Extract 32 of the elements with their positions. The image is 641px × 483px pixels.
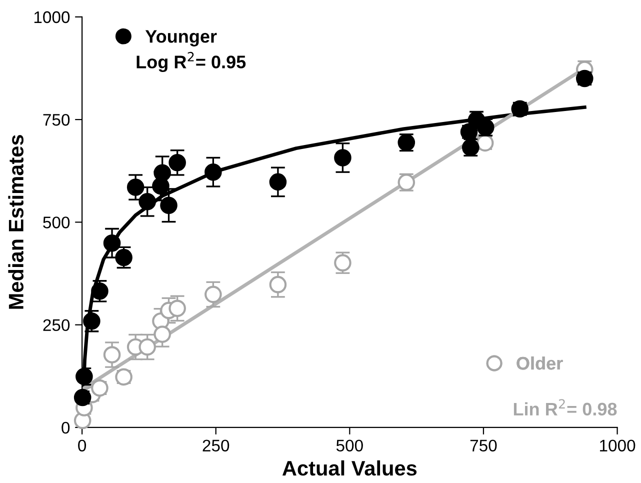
- y-tick-label: 500: [43, 216, 70, 228]
- point: [334, 149, 352, 166]
- y-tick-label: 0: [62, 422, 70, 434]
- point: [74, 388, 92, 406]
- point: [204, 163, 222, 181]
- y-axis-title: Median Estimates: [8, 135, 24, 309]
- legend-label: Younger: [145, 30, 217, 46]
- point: [138, 338, 156, 356]
- x-tick-label: 500: [336, 440, 363, 452]
- point: [76, 368, 93, 386]
- x-tick-label: 250: [202, 440, 230, 452]
- y-tick-label: 750: [43, 114, 70, 126]
- point: [160, 196, 178, 214]
- x-tick-label: 1000: [600, 440, 636, 452]
- y-tick-label: 250: [43, 319, 70, 332]
- point: [138, 193, 156, 210]
- x-axis-title: Actual Values: [282, 460, 417, 476]
- x-tick-label: 0: [78, 440, 86, 452]
- point: [103, 234, 121, 252]
- point: [168, 300, 186, 318]
- point: [103, 346, 121, 364]
- point: [269, 276, 287, 294]
- point: [269, 173, 287, 191]
- point: [126, 178, 144, 196]
- annotation: Log R$^{2}$= 0.95: [136, 52, 246, 72]
- point: [154, 164, 171, 182]
- point: [168, 154, 186, 172]
- legend-label: Older: [516, 356, 563, 370]
- point: [204, 286, 222, 304]
- y-tick-label: 1000: [34, 11, 70, 24]
- x-tick-label: 750: [470, 440, 497, 452]
- annotation: Lin R$^{2}$= 0.98: [514, 399, 617, 416]
